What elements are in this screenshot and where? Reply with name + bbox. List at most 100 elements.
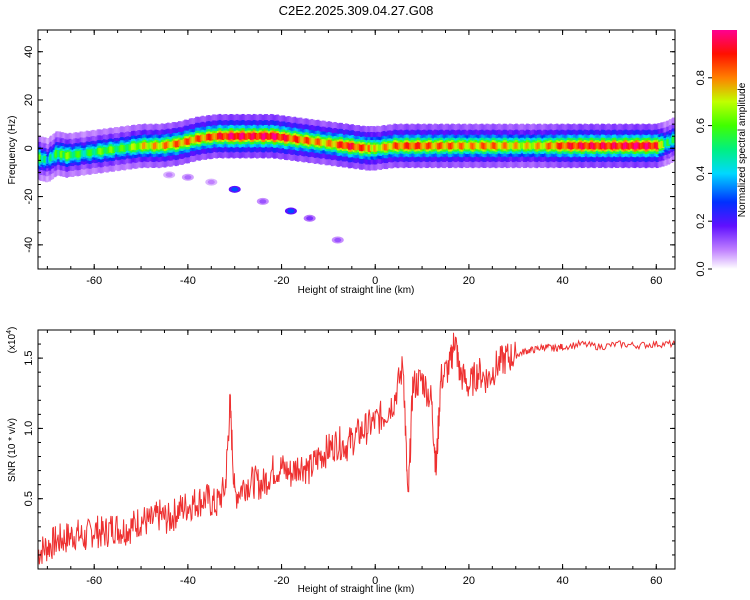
spectrogram-cell [510,142,514,149]
spectrogram-cell [249,133,253,140]
spectrogram-cell [516,142,520,150]
spectrogram-cell [363,144,367,151]
spectrogram-cell [390,143,393,150]
spectrogram-panel: -60 -40 -20 0 20 40 60 -40 -20 0 20 40 Height of st… [7,29,676,296]
spectrogram-cell [569,143,573,150]
spectrogram-cell [68,151,72,158]
spectrogram-cell [572,142,576,149]
spectrogram-cell [360,144,364,152]
spectrogram-trail-point [165,172,173,178]
spectrogram-cell [117,146,120,153]
spectrogram-cell [416,142,420,149]
spectrogram-cell [429,142,432,149]
spectrogram-cell [379,145,382,152]
spectrogram-cell [238,133,242,140]
spectrogram-cell [610,143,614,150]
spectrogram-cell [497,142,501,149]
spectrogram-cell [106,147,109,155]
colorbar-tick-label: 0.8 [695,70,707,85]
spectrogram-cell [551,142,554,150]
spectrogram-cell [93,149,97,156]
spectrogram-cell [226,133,229,140]
spectrogram-cell [641,142,645,149]
spectrogram-cell [160,141,164,149]
spectrogram-cell [413,143,417,150]
spectrogram-cell [227,133,231,140]
spectrogram-cell [191,137,195,144]
spectrogram-cell [469,142,473,149]
spectrogram-frame [37,29,676,270]
spectrogram-cell [67,152,70,159]
spectrogram-cell [512,143,515,150]
spectrogram-cell [148,142,151,149]
spectrogram-cell [616,143,620,150]
spectrogram-cell [90,148,94,156]
spectrogram-cell [179,139,183,147]
spectrogram-cell [458,142,462,150]
spectrogram-cell [101,147,105,155]
spectrogram-cell [266,133,270,140]
spectrogram-cell [71,152,75,159]
spectrogram-cell [446,142,450,149]
spectrogram-cell [526,142,529,149]
spectrogram-cell [285,135,289,142]
spectrogram-cell [224,132,228,139]
spectrogram-cell [255,133,259,140]
spectrogram-cell [643,142,646,149]
spectrogram-cell [177,139,181,147]
spectrogram-cell [124,144,128,151]
spectrogram-cell [588,142,592,150]
spectrogram-cell [206,133,209,141]
spectrogram-cell [296,136,300,144]
spectrogram-cell [195,135,198,142]
spectrogram-cell [465,143,468,150]
spectrogram-cell [237,133,240,140]
spectrogram-cell [184,138,187,145]
spectrogram-cell [123,145,126,152]
colorbar-tick-label: 0.6 [695,118,707,133]
spectrogram-cell [312,138,315,145]
spectrogram-cell [454,143,457,150]
spectrogram-cell [221,133,225,140]
spectrogram-cell [638,143,642,150]
spectrogram-cell [483,143,487,150]
spectrogram-cell [251,133,254,140]
spectrogram-cell [376,144,379,151]
spectrogram-cell [220,133,223,140]
spectrogram-cell [529,143,532,150]
spectrogram-cell [611,142,615,149]
spectrogram-cell [159,142,162,150]
spectrogram-cell [271,132,275,140]
spectrogram-cell [626,142,629,150]
spectrogram-cell [472,142,476,150]
spectrogram-cell [457,142,461,149]
spectrogram-cell [382,143,386,150]
snr-frame [37,329,676,570]
spectrogram-cell [521,142,525,149]
spectrogram-y-label: Frequency (Hz) [7,116,18,185]
spectrogram-cell [215,133,219,140]
spectrogram-cell [240,132,244,140]
spectrogram-cell [254,133,258,140]
spectrogram-cell [590,142,593,149]
spectrogram-cell [477,143,481,150]
spectrogram-cell [444,142,448,149]
spectrogram-cell [245,133,248,140]
spectrogram-cell [415,142,418,150]
spectrogram-cell [460,143,464,150]
spectrogram-x-tick-label: 0 [372,275,378,287]
spectrogram-cell [394,142,398,149]
spectrogram-cell [241,132,245,139]
spectrogram-cell [513,142,517,149]
spectrogram-trail-point [287,208,295,214]
spectrogram-cell [380,144,384,151]
spectrogram-cell [126,143,130,151]
spectrogram-cell [149,142,153,149]
spectrogram-cell [633,143,637,150]
spectrogram-cell [213,133,217,140]
spectrogram-cell [577,142,581,149]
spectrogram-cell [302,137,306,144]
spectrogram-cell [87,149,90,156]
spectrogram-cell [276,133,279,140]
